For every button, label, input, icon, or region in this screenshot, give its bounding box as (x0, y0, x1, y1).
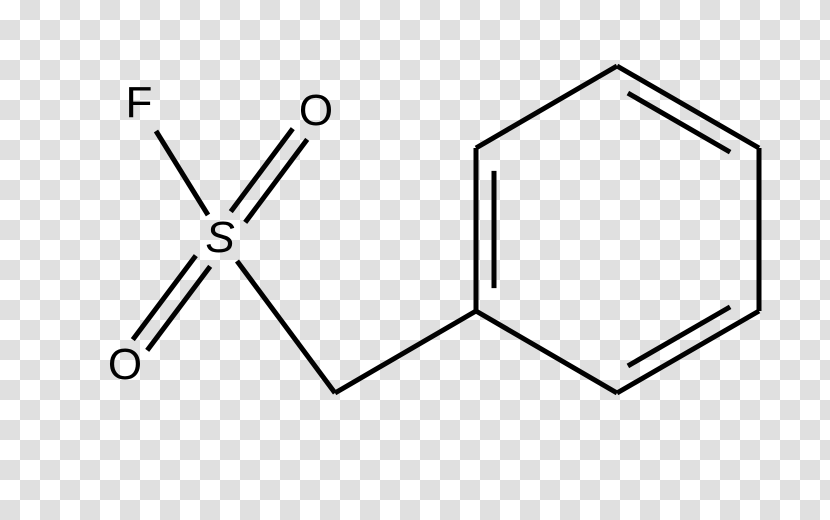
atom-label-s: S (205, 213, 234, 263)
atom-label-f: F (126, 78, 153, 128)
molecule-diagram (0, 0, 830, 520)
atom-label-o1: O (299, 86, 333, 136)
atom-label-o2: O (108, 340, 142, 390)
